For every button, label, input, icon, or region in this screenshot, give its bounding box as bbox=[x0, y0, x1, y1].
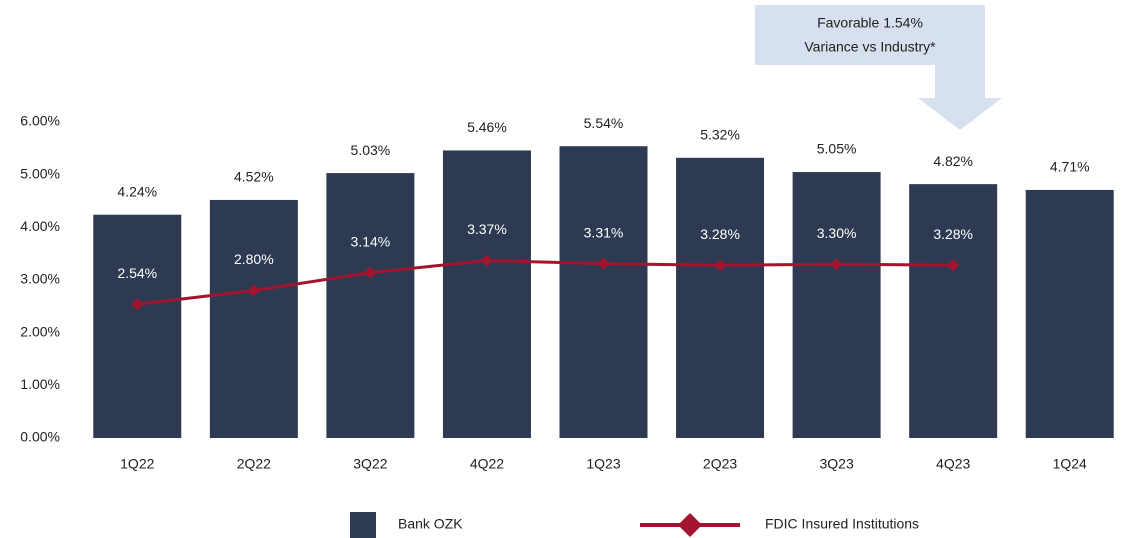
bar bbox=[1025, 189, 1114, 438]
line-marker bbox=[247, 284, 260, 297]
y-tick-label: 4.00% bbox=[20, 218, 60, 234]
legend-marker bbox=[678, 513, 702, 537]
callout-box bbox=[755, 5, 985, 65]
line-marker bbox=[830, 258, 843, 271]
line-value-label: 3.37% bbox=[467, 221, 507, 237]
legend-label: FDIC Insured Institutions bbox=[765, 516, 919, 532]
line-value-label: 2.80% bbox=[234, 251, 274, 267]
bar-value-label: 5.05% bbox=[817, 141, 857, 157]
bar bbox=[792, 172, 881, 439]
bar-value-label: 4.82% bbox=[933, 153, 973, 169]
x-tick-label: 1Q23 bbox=[586, 456, 620, 472]
bar bbox=[209, 199, 298, 438]
bar-value-label: 4.71% bbox=[1050, 159, 1090, 175]
line-marker bbox=[480, 254, 493, 267]
bar bbox=[442, 150, 531, 438]
line-value-label: 3.30% bbox=[817, 225, 857, 241]
line-value-label: 3.28% bbox=[700, 226, 740, 242]
x-tick-label: 2Q22 bbox=[237, 456, 271, 472]
line-value-label: 3.28% bbox=[933, 226, 973, 242]
bar bbox=[909, 184, 998, 438]
bar bbox=[93, 214, 182, 438]
line-marker bbox=[597, 257, 610, 270]
x-tick-label: 1Q22 bbox=[120, 456, 154, 472]
y-tick-label: 2.00% bbox=[20, 323, 60, 339]
y-tick-label: 0.00% bbox=[20, 429, 60, 445]
line-marker bbox=[714, 259, 727, 272]
bar bbox=[326, 173, 415, 438]
legend-label: Bank OZK bbox=[398, 516, 463, 532]
y-tick-label: 6.00% bbox=[20, 113, 60, 129]
y-tick-label: 5.00% bbox=[20, 165, 60, 181]
bar bbox=[559, 146, 648, 438]
x-tick-label: 4Q22 bbox=[470, 456, 504, 472]
line bbox=[137, 259, 954, 306]
bar-value-label: 5.32% bbox=[700, 127, 740, 143]
line-marker bbox=[947, 259, 960, 272]
bar-value-label: 4.52% bbox=[234, 169, 274, 185]
bar-value-label: 5.46% bbox=[467, 119, 507, 135]
bar-value-label: 4.24% bbox=[117, 183, 157, 199]
annotation: Favorable 1.54% bbox=[817, 15, 923, 31]
x-tick-label: 2Q23 bbox=[703, 456, 737, 472]
line-value-label: 3.14% bbox=[351, 233, 391, 249]
bar-value-label: 5.03% bbox=[351, 142, 391, 158]
line-marker bbox=[364, 266, 377, 279]
bar-value-label: 5.54% bbox=[584, 115, 624, 131]
annotation: Variance vs Industry* bbox=[804, 39, 936, 55]
y-tick-label: 3.00% bbox=[20, 271, 60, 287]
bar bbox=[676, 157, 765, 438]
x-tick-label: 3Q23 bbox=[819, 456, 853, 472]
x-tick-label: 4Q23 bbox=[936, 456, 970, 472]
x-tick-label: 3Q22 bbox=[353, 456, 387, 472]
callout-arrow bbox=[918, 65, 1002, 130]
x-tick-label: 1Q24 bbox=[1053, 456, 1087, 472]
line-value-label: 3.31% bbox=[584, 224, 624, 240]
legend-swatch bbox=[350, 512, 376, 538]
line-marker bbox=[131, 298, 144, 311]
line-value-label: 2.54% bbox=[117, 265, 157, 281]
y-tick-label: 1.00% bbox=[20, 376, 60, 392]
